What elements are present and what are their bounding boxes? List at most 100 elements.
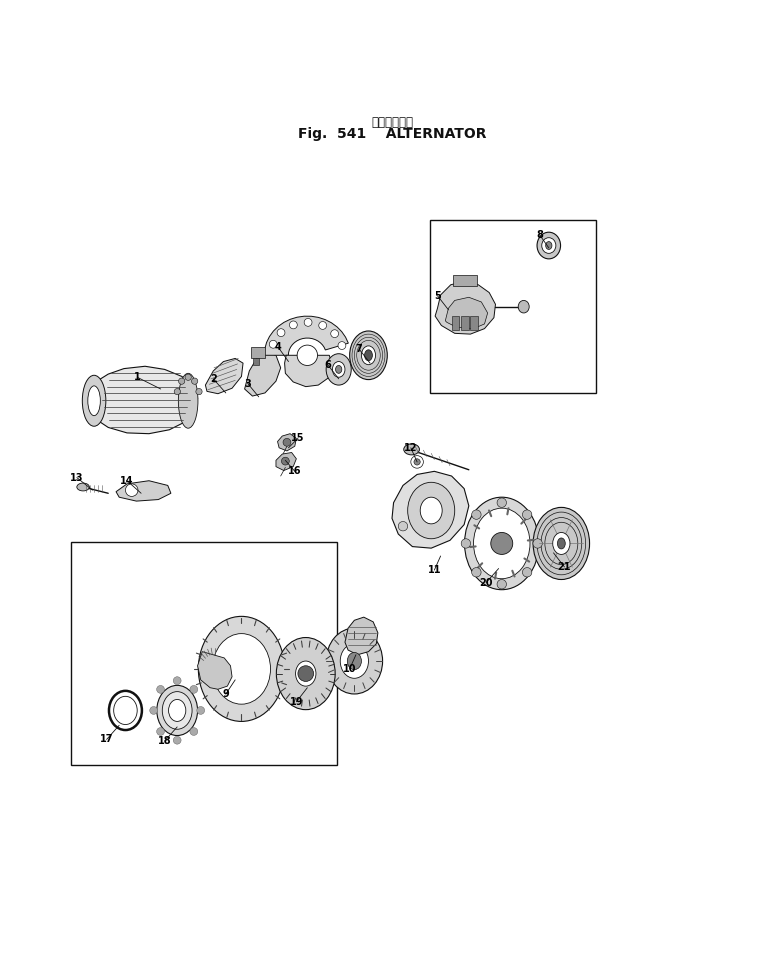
Circle shape bbox=[173, 677, 181, 685]
Circle shape bbox=[173, 736, 181, 744]
Ellipse shape bbox=[365, 350, 372, 360]
Polygon shape bbox=[276, 453, 296, 470]
Circle shape bbox=[150, 706, 158, 714]
Ellipse shape bbox=[178, 373, 198, 429]
Ellipse shape bbox=[408, 482, 455, 539]
Ellipse shape bbox=[553, 533, 570, 554]
Circle shape bbox=[522, 568, 532, 577]
Ellipse shape bbox=[404, 444, 419, 455]
Polygon shape bbox=[198, 652, 232, 690]
Circle shape bbox=[283, 438, 291, 446]
Circle shape bbox=[190, 728, 198, 735]
Bar bbox=[251, 347, 265, 357]
Circle shape bbox=[522, 510, 532, 519]
Text: オルタネータ: オルタネータ bbox=[371, 116, 413, 129]
Circle shape bbox=[331, 330, 339, 338]
Text: 4: 4 bbox=[275, 343, 281, 353]
Polygon shape bbox=[264, 317, 348, 356]
Text: 5: 5 bbox=[434, 290, 441, 301]
Ellipse shape bbox=[533, 507, 590, 580]
Polygon shape bbox=[116, 481, 171, 501]
Text: 15: 15 bbox=[291, 433, 305, 443]
Circle shape bbox=[414, 459, 420, 465]
Text: Fig.  541    ALTERNATOR: Fig. 541 ALTERNATOR bbox=[298, 128, 486, 141]
Bar bbox=[461, 317, 469, 330]
Ellipse shape bbox=[114, 696, 137, 725]
Circle shape bbox=[319, 321, 327, 329]
Circle shape bbox=[125, 484, 138, 497]
Text: 9: 9 bbox=[223, 689, 229, 699]
Polygon shape bbox=[392, 471, 469, 548]
Text: 16: 16 bbox=[288, 467, 302, 476]
Circle shape bbox=[298, 666, 314, 682]
Text: 12: 12 bbox=[404, 443, 418, 453]
Ellipse shape bbox=[350, 331, 387, 380]
Ellipse shape bbox=[420, 497, 442, 524]
Circle shape bbox=[533, 539, 543, 548]
Ellipse shape bbox=[326, 628, 383, 694]
Ellipse shape bbox=[332, 361, 345, 377]
Text: 10: 10 bbox=[343, 664, 357, 674]
Circle shape bbox=[197, 706, 205, 714]
Text: 21: 21 bbox=[557, 562, 572, 572]
Ellipse shape bbox=[518, 300, 529, 313]
Bar bbox=[453, 276, 477, 286]
Circle shape bbox=[472, 568, 481, 577]
Ellipse shape bbox=[340, 644, 368, 678]
Ellipse shape bbox=[77, 483, 89, 491]
Circle shape bbox=[497, 580, 506, 589]
Ellipse shape bbox=[336, 365, 342, 373]
Polygon shape bbox=[85, 366, 198, 433]
Circle shape bbox=[269, 340, 277, 348]
Text: 7: 7 bbox=[356, 344, 362, 354]
Polygon shape bbox=[71, 542, 337, 766]
Ellipse shape bbox=[162, 692, 192, 730]
Bar bbox=[470, 317, 478, 330]
Circle shape bbox=[289, 321, 297, 329]
Circle shape bbox=[398, 521, 408, 531]
Polygon shape bbox=[205, 358, 243, 393]
Ellipse shape bbox=[347, 653, 361, 670]
Circle shape bbox=[157, 728, 165, 735]
Text: 6: 6 bbox=[325, 359, 331, 370]
Ellipse shape bbox=[361, 346, 376, 364]
Ellipse shape bbox=[276, 638, 335, 710]
Text: 20: 20 bbox=[479, 578, 493, 587]
Ellipse shape bbox=[212, 634, 270, 704]
Circle shape bbox=[179, 378, 185, 385]
Circle shape bbox=[157, 686, 165, 693]
Ellipse shape bbox=[169, 699, 186, 722]
Polygon shape bbox=[445, 297, 488, 328]
Text: 3: 3 bbox=[245, 379, 251, 389]
Text: 11: 11 bbox=[427, 565, 441, 575]
Circle shape bbox=[196, 389, 202, 394]
Ellipse shape bbox=[296, 661, 316, 686]
Text: 1: 1 bbox=[134, 372, 140, 382]
Circle shape bbox=[497, 498, 506, 507]
Text: 2: 2 bbox=[210, 374, 216, 384]
Ellipse shape bbox=[464, 497, 539, 589]
Ellipse shape bbox=[198, 617, 285, 722]
Bar bbox=[253, 358, 259, 365]
Ellipse shape bbox=[537, 232, 561, 259]
Polygon shape bbox=[435, 281, 495, 334]
Circle shape bbox=[338, 342, 346, 350]
Ellipse shape bbox=[157, 686, 198, 735]
Circle shape bbox=[185, 374, 191, 381]
Ellipse shape bbox=[557, 538, 565, 549]
Polygon shape bbox=[345, 618, 378, 655]
Ellipse shape bbox=[82, 375, 106, 427]
Text: 14: 14 bbox=[120, 475, 134, 486]
Text: 17: 17 bbox=[100, 734, 114, 744]
Circle shape bbox=[472, 510, 481, 519]
Ellipse shape bbox=[88, 386, 100, 416]
Circle shape bbox=[304, 318, 312, 326]
Polygon shape bbox=[430, 220, 596, 393]
Polygon shape bbox=[285, 356, 332, 387]
Ellipse shape bbox=[326, 354, 351, 385]
Ellipse shape bbox=[474, 508, 530, 579]
Circle shape bbox=[297, 345, 318, 365]
Ellipse shape bbox=[546, 242, 552, 249]
Circle shape bbox=[461, 539, 470, 548]
Bar bbox=[452, 317, 459, 330]
